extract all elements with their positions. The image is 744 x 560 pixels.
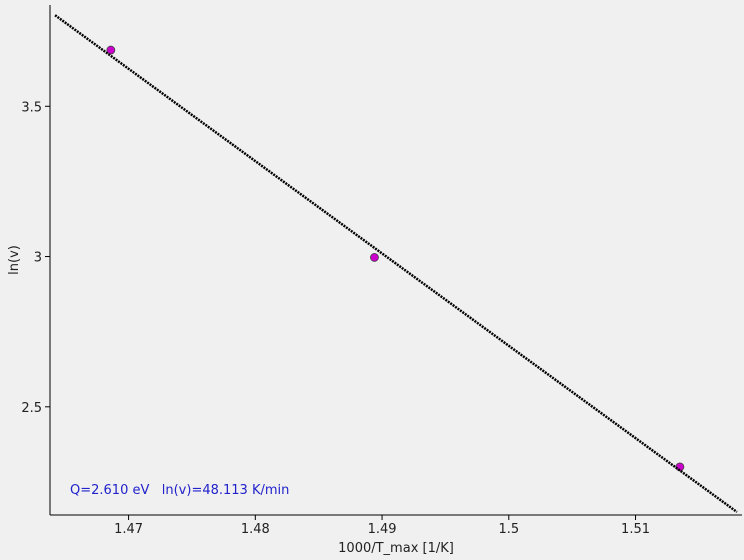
x-tick-label: 1.5 — [498, 522, 519, 537]
y-axis-label: ln(v) — [7, 245, 22, 275]
data-point — [370, 253, 379, 262]
data-point — [675, 462, 685, 472]
annotation: Q=2.610 eV ln(v)=48.113 K/min — [70, 483, 289, 498]
fit-line — [54, 14, 738, 514]
y-tick-label: 3 — [34, 251, 42, 266]
x-tick-label: 1.51 — [621, 522, 650, 537]
y-tick-label: 2.5 — [21, 401, 42, 416]
x-tick-label: 1.48 — [241, 522, 270, 537]
y-tick-label: 3.5 — [21, 100, 42, 115]
x-tick-label: 1.47 — [114, 522, 143, 537]
x-axis-label: 1000/T_max [1/K] — [338, 541, 454, 556]
x-tick-label: 1.49 — [368, 522, 397, 537]
data-point — [106, 45, 116, 55]
